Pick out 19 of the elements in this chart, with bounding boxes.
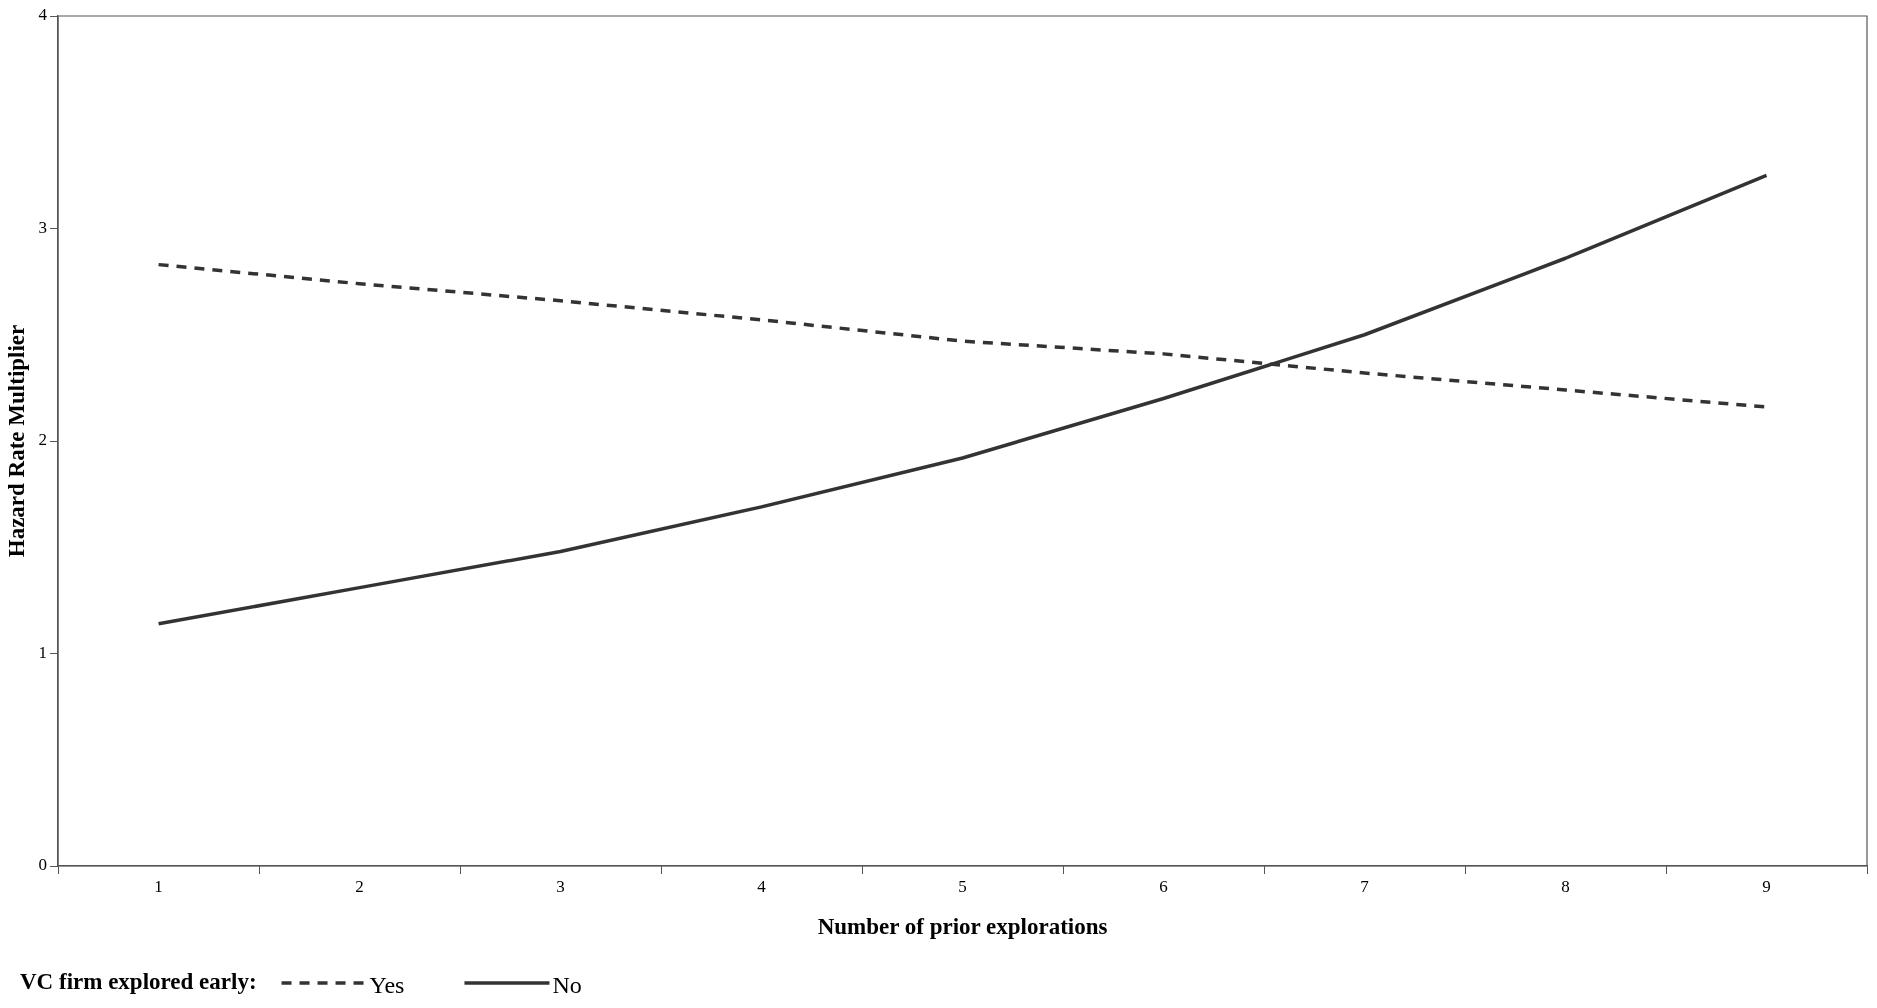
legend-title: VC firm explored early: — [20, 969, 257, 994]
x-axis-title: Number of prior explorations — [817, 914, 1108, 940]
x-tick-label: 5 — [958, 876, 967, 896]
x-tick-label: 1 — [154, 876, 163, 896]
x-tick-label: 7 — [1360, 876, 1370, 896]
x-tick-label: 3 — [556, 876, 565, 896]
legend-label: No — [552, 972, 582, 998]
x-tick-label: 6 — [1159, 876, 1168, 896]
y-tick-label: 0 — [38, 855, 48, 875]
y-tick-label: 3 — [38, 217, 48, 237]
x-tick-label: 2 — [355, 876, 364, 896]
y-axis-title: Hazard Rate Multiplier — [3, 324, 29, 558]
y-tick-label: 4 — [38, 5, 48, 25]
y-tick-label: 2 — [38, 430, 48, 450]
x-tick-label: 9 — [1762, 876, 1771, 896]
legend-label: Yes — [369, 972, 405, 998]
x-tick-label: 4 — [757, 876, 767, 896]
x-tick-label: 8 — [1561, 876, 1570, 896]
y-tick-label: 1 — [38, 642, 48, 662]
